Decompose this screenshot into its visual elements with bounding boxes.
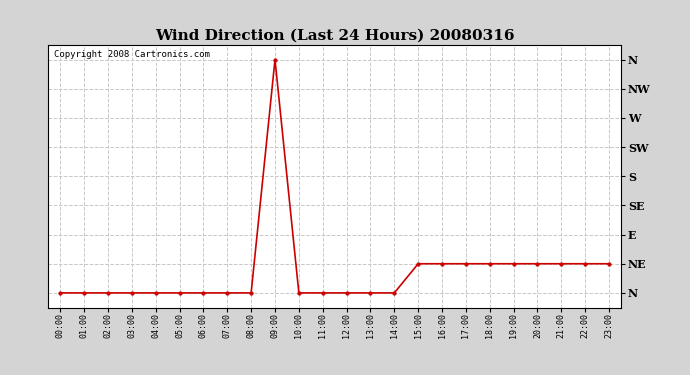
Title: Wind Direction (Last 24 Hours) 20080316: Wind Direction (Last 24 Hours) 20080316 (155, 28, 515, 42)
Text: Copyright 2008 Cartronics.com: Copyright 2008 Cartronics.com (54, 50, 210, 59)
